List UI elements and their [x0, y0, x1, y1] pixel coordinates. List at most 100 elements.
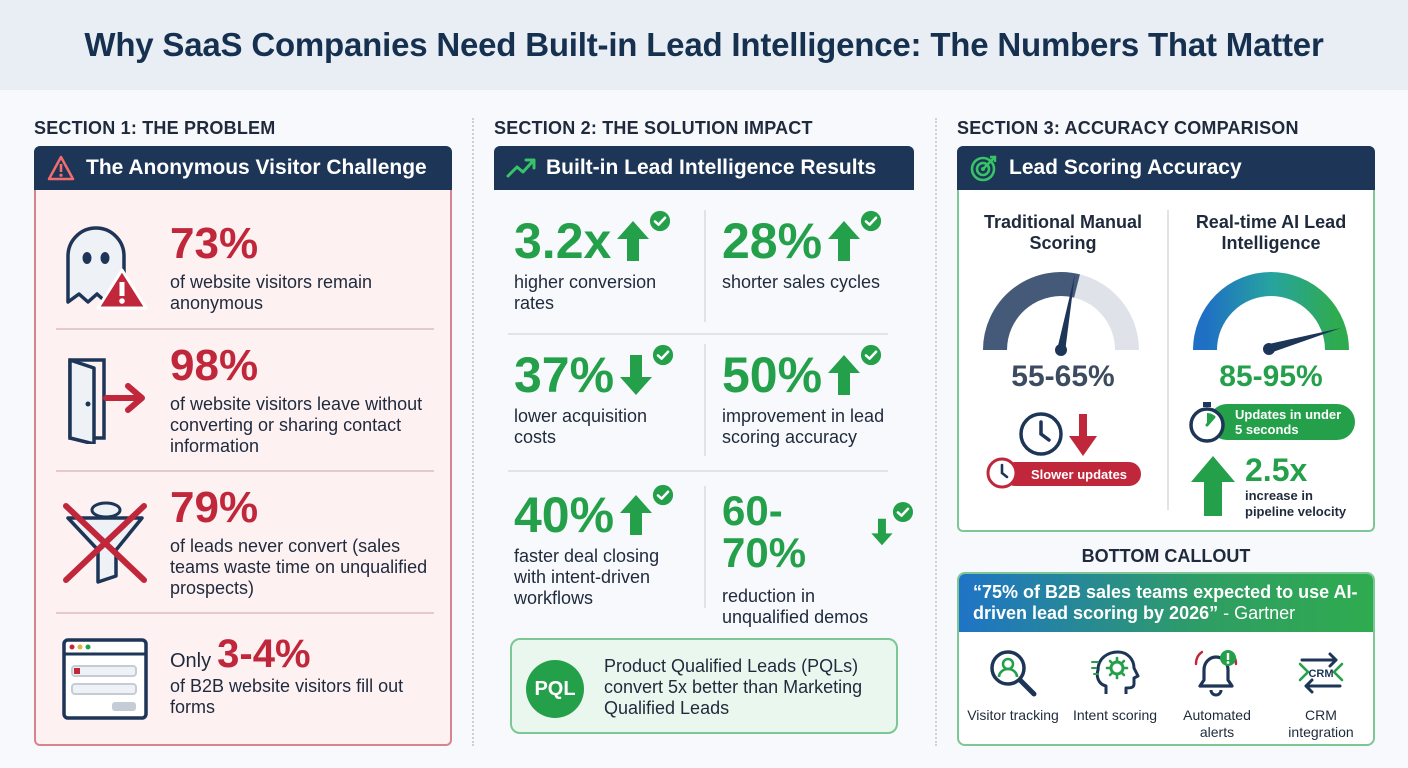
stat-card: 3.2x higher conversion rates [514, 216, 674, 314]
check-icon [649, 210, 671, 232]
ai-title: Real-time AI Lead Intelligence [1195, 212, 1347, 253]
velocity-text: increase in pipeline velocity [1245, 488, 1347, 519]
feature-label: Automated alerts [1183, 707, 1251, 740]
section3-label: SECTION 3: ACCURACY COMPARISON [957, 118, 1299, 138]
feature-automated-alerts: Automated alerts [1167, 648, 1267, 741]
feature-visitor-tracking: Visitor tracking [963, 648, 1063, 724]
column-divider [1167, 210, 1169, 510]
arrow-down-icon [870, 517, 894, 547]
arrow-down-icon [618, 353, 654, 397]
crm-icon-text: CRM [1308, 668, 1333, 680]
stat-label: shorter sales cycles [722, 272, 881, 292]
arrow-up-icon [826, 219, 862, 263]
page-title: Why SaaS Companies Need Built-in Lead In… [84, 26, 1324, 63]
section3-header-title: Lead Scoring Accuracy [1009, 156, 1242, 179]
problem-prefix: Only [170, 650, 212, 672]
ai-range: 85-95% [1219, 360, 1323, 393]
door-exit-icon [60, 354, 150, 446]
problem-panel: 73% of website visitors remain anonymous… [34, 190, 452, 746]
arrow-up-icon [618, 493, 654, 537]
section1-header: The Anonymous Visitor Challenge [34, 146, 452, 190]
feature-label: Visitor tracking [967, 707, 1059, 723]
pql-callout: PQL Product Qualified Leads (PQLs) conve… [510, 638, 898, 734]
pql-text: Product Qualified Leads (PQLs) convert 5… [604, 656, 863, 718]
bottom-callout-label: BOTTOM CALLOUT [1081, 546, 1251, 566]
row-divider [508, 470, 888, 472]
section2-header-title: Built-in Lead Intelligence Results [546, 156, 877, 179]
section2-label: SECTION 2: THE SOLUTION IMPACT [494, 118, 813, 138]
stat-label: reduction in unqualified demos [722, 586, 869, 627]
traditional-range: 55-65% [1011, 360, 1115, 393]
problem-text: of B2B website visitors fill out forms [170, 676, 404, 717]
crossed-funnel-icon [60, 496, 150, 586]
accuracy-panel: Traditional Manual Scoring 55-65% Slower… [957, 190, 1375, 532]
velocity-multiplier: 2.5x [1245, 452, 1308, 488]
stat-card: 28% shorter sales cycles [722, 216, 902, 293]
problem-text: of leads never convert (sales teams wast… [170, 536, 428, 598]
section3-header: Lead Scoring Accuracy [957, 146, 1375, 190]
quote-source: - Gartner [1223, 603, 1296, 623]
problem-value: 79% [170, 483, 259, 532]
stat-card: 40% faster deal closing with intent-driv… [514, 490, 684, 609]
traditional-title: Traditional Manual Scoring [983, 212, 1143, 253]
problem-text: of website visitors leave without conver… [170, 394, 423, 456]
section2-header: Built-in Lead Intelligence Results [494, 146, 914, 190]
check-icon [860, 210, 882, 232]
stat-card: 60-70% reduction in unqualified demos [722, 490, 914, 628]
pql-badge: PQL [526, 660, 584, 718]
stat-value: 28% [722, 213, 823, 269]
stat-card: 50% improvement in lead scoring accuracy [722, 350, 902, 448]
stat-value: 37% [514, 347, 615, 403]
stopwatch-icon [1189, 402, 1225, 443]
quote-bar: “75% of B2B sales teams expected to use … [959, 574, 1373, 632]
check-icon [860, 344, 882, 366]
title-bar: Why SaaS Companies Need Built-in Lead In… [0, 0, 1408, 90]
feature-crm-integration: CRM CRM integration [1271, 648, 1371, 741]
stat-card: 37% lower acquisition costs [514, 350, 674, 448]
stat-label: improvement in lead scoring accuracy [722, 406, 885, 447]
warning-icon [46, 153, 76, 183]
solution-panel: 3.2x higher conversion rates 28% shorter… [494, 190, 914, 746]
stat-value: 60-70% [722, 487, 807, 576]
row-divider [56, 470, 434, 472]
stat-label: higher conversion rates [514, 272, 657, 313]
crm-sync-icon: CRM [1298, 652, 1344, 694]
check-icon [652, 344, 674, 366]
section-divider [472, 118, 474, 746]
row-divider [56, 328, 434, 330]
stat-value: 3.2x [514, 213, 612, 269]
arrow-up-icon [826, 353, 862, 397]
problem-value: 73% [170, 219, 259, 268]
trend-up-icon [506, 153, 536, 183]
traditional-gauge [983, 272, 1139, 356]
problem-text: of website visitors remain anonymous [170, 272, 373, 313]
stat-label: faster deal closing with intent-driven w… [514, 546, 660, 608]
cell-divider [704, 486, 706, 608]
stat-value: 40% [514, 487, 615, 543]
brain-gear-icon [1091, 650, 1140, 694]
bottom-callout: “75% of B2B sales teams expected to use … [957, 572, 1375, 746]
arrow-up-icon [1191, 456, 1235, 516]
feature-intent-scoring: Intent scoring [1065, 648, 1165, 724]
section1-label: SECTION 1: THE PROBLEM [34, 118, 276, 138]
ai-gauge [1193, 272, 1349, 355]
bell-alert-icon [1194, 650, 1238, 697]
arrow-up-icon [615, 219, 651, 263]
clock-down-icon [1019, 412, 1097, 456]
check-icon [892, 501, 914, 523]
fast-updates-pill: Updates in under 5 seconds [1209, 404, 1355, 440]
stat-value: 50% [722, 347, 823, 403]
section-divider [935, 118, 937, 746]
slower-updates-pill: Slower updates [1003, 462, 1141, 486]
check-icon [652, 484, 674, 506]
problem-value: 3-4% [217, 632, 311, 676]
clock-icon [986, 457, 1018, 489]
row-divider [508, 333, 888, 335]
target-icon [969, 153, 999, 183]
section1-header-title: The Anonymous Visitor Challenge [86, 156, 427, 179]
visitor-magnifier-icon [990, 650, 1037, 697]
web-form-icon [60, 634, 150, 724]
feature-label: Intent scoring [1072, 707, 1158, 723]
stat-label: lower acquisition costs [514, 406, 648, 447]
quote-text: “75% of B2B sales teams expected to use … [973, 582, 1358, 623]
